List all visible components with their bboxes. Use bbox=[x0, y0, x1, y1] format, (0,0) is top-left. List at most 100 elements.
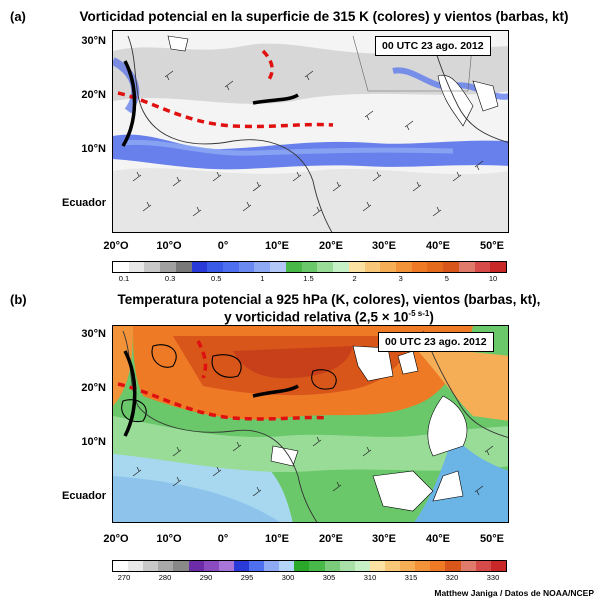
colorbar-swatch bbox=[144, 262, 161, 272]
colorbar-swatch bbox=[430, 561, 446, 571]
panel-b-title-line1: Temperatura potencial a 925 hPa (K, colo… bbox=[117, 292, 541, 307]
colorbar-swatch bbox=[443, 262, 459, 272]
panel-b-tag: (b) bbox=[10, 292, 27, 307]
colorbar-tick-label: 270 bbox=[117, 573, 131, 582]
colorbar-swatch bbox=[427, 262, 444, 272]
colorbar-tick-label: 0.1 bbox=[118, 274, 130, 283]
panel-b-xlabel: 20°E bbox=[319, 533, 343, 545]
colorbar-tick-label: 330 bbox=[486, 573, 500, 582]
colorbar-swatch bbox=[173, 561, 189, 571]
panel-b-xlabel: 40°E bbox=[426, 533, 450, 545]
panel-b-xlabel: 10°O bbox=[156, 533, 182, 545]
colorbar-swatch bbox=[354, 561, 370, 571]
credit: Matthew Janiga / Datos de NOAA/NCEP bbox=[434, 588, 594, 598]
panel-a-xlabel: 20°O bbox=[103, 240, 129, 252]
colorbar-swatch bbox=[113, 561, 129, 571]
panel-a-tag: (a) bbox=[10, 9, 26, 24]
colorbar-tick-label: 2 bbox=[352, 274, 357, 283]
colorbar-swatch bbox=[238, 262, 255, 272]
colorbar-swatch bbox=[158, 561, 174, 571]
panel-b-map-graphic bbox=[113, 326, 508, 522]
panel-b-ylabel-10n: 10°N bbox=[81, 436, 106, 448]
colorbar-tick-label: 320 bbox=[445, 573, 459, 582]
colorbar-swatch bbox=[490, 262, 506, 272]
panel-b-title-line2-sup: -5 s-1 bbox=[408, 309, 430, 318]
colorbar-swatch bbox=[395, 262, 412, 272]
colorbar-swatch bbox=[445, 561, 461, 571]
panel-b-colorbar bbox=[112, 560, 507, 572]
colorbar-swatch bbox=[415, 561, 431, 571]
panel-b-xlabel: 30°E bbox=[372, 533, 396, 545]
colorbar-swatch bbox=[458, 262, 475, 272]
colorbar-tick-label: 280 bbox=[158, 573, 172, 582]
colorbar-swatch bbox=[188, 561, 204, 571]
colorbar-tick-label: 0.3 bbox=[164, 274, 176, 283]
panel-b-ylabel-30n: 30°N bbox=[81, 328, 106, 340]
panel-a-map bbox=[112, 30, 509, 233]
colorbar-swatch bbox=[207, 262, 224, 272]
panel-b-xlabel: 10°E bbox=[265, 533, 289, 545]
colorbar-swatch bbox=[218, 561, 234, 571]
panel-b-title-line2-prefix: y vorticidad relativa (2,5 × 10 bbox=[224, 309, 409, 325]
colorbar-swatch bbox=[248, 561, 265, 571]
panel-a-ylabel-20n: 20°N bbox=[81, 89, 106, 101]
colorbar-swatch bbox=[369, 561, 385, 571]
panel-a-xlabel: 10°E bbox=[265, 240, 289, 252]
colorbar-swatch bbox=[285, 262, 302, 272]
colorbar-swatch bbox=[160, 262, 176, 272]
panel-b-title-line2-suffix: ) bbox=[429, 309, 434, 325]
colorbar-swatch bbox=[175, 262, 192, 272]
panel-a-xlabel: 30°E bbox=[372, 240, 396, 252]
colorbar-swatch bbox=[364, 262, 381, 272]
panel-b-xlabel: 0° bbox=[217, 533, 229, 545]
colorbar-tick-label: 1.5 bbox=[303, 274, 314, 283]
colorbar-swatch bbox=[384, 561, 401, 571]
colorbar-tick-label: 0.5 bbox=[211, 274, 222, 283]
colorbar-swatch bbox=[203, 561, 219, 571]
colorbar-swatch bbox=[233, 561, 249, 571]
colorbar-swatch bbox=[475, 561, 491, 571]
colorbar-swatch bbox=[333, 262, 349, 272]
colorbar-swatch bbox=[143, 561, 159, 571]
colorbar-swatch bbox=[324, 561, 340, 571]
panel-a-xlabel: 20°E bbox=[319, 240, 343, 252]
colorbar-swatch bbox=[128, 561, 144, 571]
panel-a-date: 00 UTC 23 ago. 2012 bbox=[375, 36, 491, 56]
panel-b-ylabel-equator: Ecuador bbox=[61, 490, 106, 502]
panel-b-date: 00 UTC 23 ago. 2012 bbox=[378, 332, 494, 352]
colorbar-tick-label: 305 bbox=[322, 573, 336, 582]
colorbar-swatch bbox=[264, 561, 280, 571]
colorbar-swatch bbox=[113, 262, 129, 272]
panel-a-xlabel: 10°O bbox=[156, 240, 182, 252]
colorbar-swatch bbox=[317, 262, 334, 272]
colorbar-tick-label: 5 bbox=[444, 274, 449, 283]
colorbar-swatch bbox=[348, 262, 365, 272]
colorbar-swatch bbox=[380, 262, 396, 272]
panel-a-ylabel-10n: 10°N bbox=[81, 143, 106, 155]
colorbar-swatch bbox=[339, 561, 355, 571]
colorbar-swatch bbox=[490, 561, 506, 571]
colorbar-swatch bbox=[400, 561, 416, 571]
colorbar-tick-label: 290 bbox=[199, 573, 213, 582]
panel-a-xlabel: 0° bbox=[217, 240, 229, 252]
panel-b-xlabel: 50°E bbox=[480, 533, 504, 545]
colorbar-swatch bbox=[460, 561, 476, 571]
panel-a-ylabel-equator: Ecuador bbox=[61, 197, 106, 209]
panel-a-map-graphic bbox=[113, 31, 508, 232]
colorbar-swatch bbox=[270, 262, 286, 272]
panel-a-title: Vorticidad potencial en la superficie de… bbox=[79, 9, 569, 24]
colorbar-swatch bbox=[474, 262, 491, 272]
colorbar-tick-label: 300 bbox=[281, 573, 295, 582]
panel-a-xlabel: 50°E bbox=[480, 240, 504, 252]
colorbar-swatch bbox=[254, 262, 271, 272]
colorbar-tick-label: 1 bbox=[260, 274, 265, 283]
colorbar-swatch bbox=[191, 262, 208, 272]
colorbar-swatch bbox=[411, 262, 428, 272]
panel-a-colorbar bbox=[112, 261, 507, 273]
panel-b-map bbox=[112, 325, 509, 523]
colorbar-swatch bbox=[223, 262, 239, 272]
colorbar-tick-label: 3 bbox=[398, 274, 403, 283]
panel-b-xlabel: 20°O bbox=[103, 533, 129, 545]
colorbar-tick-label: 310 bbox=[363, 573, 377, 582]
panel-b-ylabel-20n: 20°N bbox=[81, 382, 106, 394]
